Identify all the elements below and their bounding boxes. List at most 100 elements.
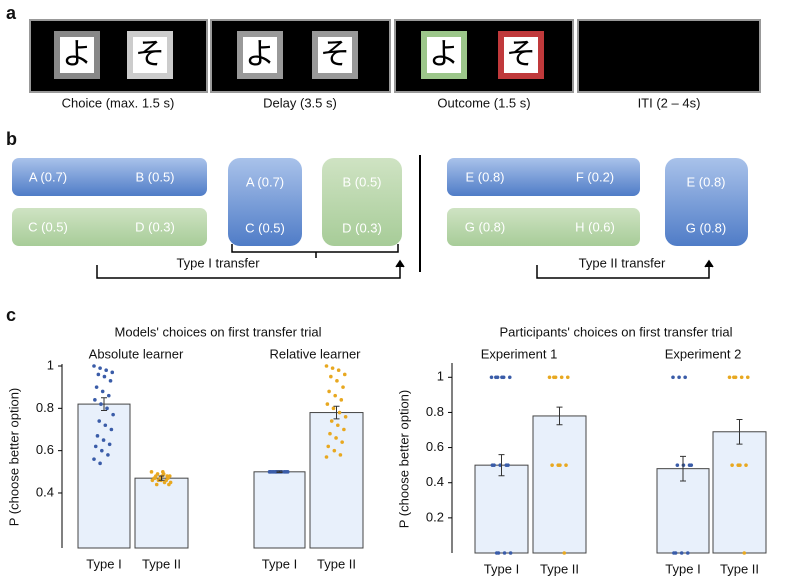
- data-point: [100, 448, 104, 453]
- y-axis-label: P (choose better option): [6, 388, 21, 527]
- option: G (0.8): [465, 219, 505, 234]
- data-point: [103, 423, 108, 428]
- data-point: [744, 463, 748, 467]
- stimulus: よ: [429, 38, 459, 71]
- transfer-caption: Type I transfer: [176, 255, 260, 270]
- data-point: [332, 448, 337, 453]
- data-point: [104, 368, 108, 373]
- stimulus: そ: [135, 38, 165, 71]
- y-tick-label: 0.6: [426, 439, 444, 454]
- frame: よ そ Outcome (1.5 s): [394, 19, 574, 110]
- data-point: [547, 375, 552, 380]
- bar: [309, 412, 364, 549]
- bar: [253, 471, 306, 549]
- bracket: [96, 155, 714, 279]
- data-point: [99, 402, 103, 406]
- data-point: [742, 551, 747, 555]
- chart-title: Models' choices on first transfer trial: [115, 324, 322, 339]
- data-point: [732, 375, 736, 380]
- data-point: [337, 410, 342, 415]
- x-tick-label: Type I: [665, 561, 700, 576]
- x-tick-label: Type I: [86, 556, 121, 571]
- data-point: [502, 551, 507, 555]
- data-point: [329, 419, 334, 423]
- data-point: [562, 551, 567, 555]
- data-point: [683, 375, 687, 380]
- group-label: Experiment 2: [665, 346, 742, 361]
- panel-label: a: [6, 3, 17, 23]
- data-point: [167, 482, 171, 487]
- error-bar: [736, 418, 743, 445]
- y-tick-label: 1: [437, 369, 444, 384]
- error-bar: [556, 406, 563, 426]
- data-point: [102, 374, 107, 379]
- data-point: [326, 444, 331, 449]
- data-point: [324, 455, 329, 459]
- x-tick-label: Type II: [720, 561, 759, 576]
- data-point: [108, 379, 113, 383]
- data-point: [331, 406, 336, 411]
- data-point: [282, 470, 287, 474]
- panel-label: c: [6, 305, 16, 325]
- data-point: [508, 551, 513, 555]
- frame: ITI (2 – 4s): [577, 19, 761, 110]
- y-tick-label: 0.8: [426, 404, 444, 419]
- stimulus: よ: [245, 38, 275, 71]
- group-label: Experiment 1: [481, 346, 558, 361]
- data-point: [494, 551, 499, 555]
- bar: [134, 477, 189, 549]
- bar: [77, 403, 131, 549]
- panel-label: b: [6, 129, 17, 149]
- data-point: [550, 463, 554, 467]
- data-point: [559, 375, 564, 380]
- x-tick-label: Type I: [262, 556, 297, 571]
- option: D (0.3): [135, 219, 175, 234]
- data-point: [327, 389, 331, 394]
- bar: [474, 464, 529, 554]
- data-point: [343, 414, 348, 419]
- data-point: [324, 364, 329, 368]
- data-point: [679, 551, 684, 555]
- y-tick-label: 1: [47, 357, 54, 372]
- data-point: [94, 385, 99, 389]
- option: B (0.5): [135, 169, 174, 184]
- data-point: [162, 480, 167, 485]
- y-tick-label: 0.2: [426, 509, 444, 524]
- data-point: [338, 453, 343, 457]
- data-point: [111, 412, 115, 417]
- data-point: [342, 427, 346, 432]
- frame: よ そ Choice (max. 1.5 s): [29, 19, 208, 110]
- data-point: [106, 453, 110, 457]
- data-point: [165, 474, 169, 478]
- caption: Choice (max. 1.5 s): [62, 95, 175, 110]
- stimulus: よ: [62, 38, 92, 71]
- data-point: [109, 427, 114, 432]
- data-point: [685, 551, 690, 555]
- data-point: [490, 463, 495, 467]
- data-point: [93, 444, 98, 449]
- x-tick-label: Type II: [142, 556, 181, 571]
- data-point: [161, 470, 165, 474]
- data-point: [330, 366, 335, 370]
- data-point: [687, 463, 692, 467]
- data-point: [156, 478, 161, 483]
- y-tick-label: 0.8: [36, 400, 54, 415]
- option: A (0.7): [29, 169, 67, 184]
- data-point: [93, 398, 97, 402]
- x-tick-label: Type I: [484, 561, 519, 576]
- data-point: [92, 457, 96, 461]
- chart-title: Participants' choices on first transfer …: [500, 324, 733, 339]
- data-point: [105, 406, 109, 411]
- data-point: [328, 431, 332, 436]
- error-bar: [333, 405, 340, 420]
- error-bar: [680, 455, 686, 482]
- caption: Delay (3.5 s): [263, 95, 337, 110]
- data-point: [339, 398, 344, 402]
- data-point: [565, 375, 570, 380]
- option: C (0.5): [245, 220, 285, 235]
- data-point: [92, 364, 96, 368]
- data-point: [107, 442, 112, 447]
- data-point: [154, 482, 159, 487]
- transfer-caption: Type II transfer: [579, 255, 666, 270]
- y-axis-label: P (choose better option): [396, 390, 411, 529]
